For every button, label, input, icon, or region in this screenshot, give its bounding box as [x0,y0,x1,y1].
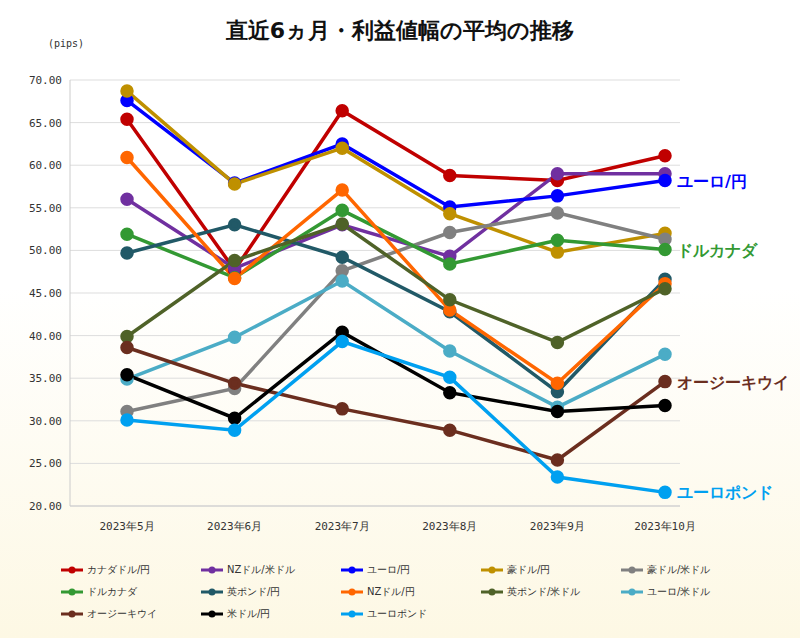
svg-text:40.00: 40.00 [29,330,62,343]
svg-text:ユーロ/円: ユーロ/円 [677,172,747,191]
svg-text:2023年7月: 2023年7月 [315,520,370,533]
svg-text:35.00: 35.00 [29,372,62,385]
svg-text:55.00: 55.00 [29,202,62,215]
svg-text:2023年9月: 2023年9月 [530,520,585,533]
svg-text:30.00: 30.00 [29,415,62,428]
svg-text:60.00: 60.00 [29,159,62,172]
html-text:ドルカナダ: ドルカナダ [87,586,137,597]
html-text:(pips): (pips) [48,38,85,49]
svg-text:2023年8月: 2023年8月 [422,520,477,533]
html-text:NZドル/円: NZドル/円 [367,586,415,597]
html-text:米ドル/円: 米ドル/円 [227,608,271,619]
html-text:直近6ヵ月・利益値幅の平均の推移: 直近6ヵ月・利益値幅の平均の推移 [225,18,575,43]
svg-text:70.00: 70.00 [29,74,62,87]
svg-text:ユーロポンド: ユーロポンド [677,483,773,502]
svg-text:25.00: 25.00 [29,457,62,470]
html-text:豪ドル/米ドル: 豪ドル/米ドル [647,564,711,575]
svg-text:2023年6月: 2023年6月 [207,520,262,533]
svg-text:2023年5月: 2023年5月 [99,520,154,533]
html-text:オージーキウイ: オージーキウイ [87,608,157,619]
html-text:ユーロ/円: ユーロ/円 [367,564,411,575]
html-text:ユーロポンド: ユーロポンド [367,608,427,619]
svg-text:ドルカナダ: ドルカナダ [677,241,758,260]
html-text:豪ドル/円: 豪ドル/円 [507,564,551,575]
svg-text:2023年10月: 2023年10月 [634,520,696,533]
html-text:NZドル/米ドル: NZドル/米ドル [227,564,295,575]
svg-text:65.00: 65.00 [29,117,62,130]
html-text:英ポンド/円: 英ポンド/円 [227,586,281,597]
svg-text:20.00: 20.00 [29,500,62,513]
svg-text:50.00: 50.00 [29,244,62,257]
html-text:カナダドル/円: カナダドル/円 [87,564,151,575]
svg-text:45.00: 45.00 [29,287,62,300]
html-text:英ポンド/米ドル: 英ポンド/米ドル [507,586,581,597]
html-text:ユーロ/米ドル: ユーロ/米ドル [647,586,711,597]
svg-text:オージーキウイ: オージーキウイ [677,373,789,392]
